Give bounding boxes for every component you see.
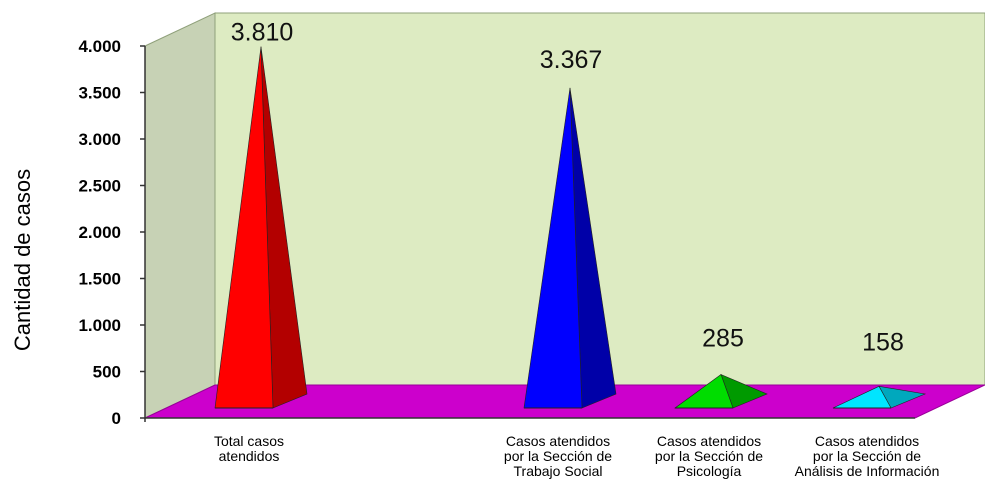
y-tick-label: 0 [112,409,121,428]
category-label: Psicología [677,463,742,479]
pyramid-bar [674,373,768,409]
data-label: 3.810 [231,19,294,47]
data-label: 3.367 [540,46,603,74]
y-tick-label: 4.000 [78,37,121,56]
side-wall [144,12,216,419]
category-label: Casos atendidos [657,433,761,449]
data-labels: 3.810 3.367 285 158 [231,19,904,357]
category-label: atendidos [219,448,280,464]
y-axis: 0 500 1.000 1.500 2.000 2.500 3.000 3.500 4.000 [78,37,915,428]
y-tick-label: 2.500 [78,177,121,196]
category-label: por la Sección de [655,448,763,464]
data-label: 158 [862,328,904,356]
y-tick-label: 1.000 [78,316,121,335]
data-label: 285 [702,324,744,352]
category-label: por la Sección de [813,448,921,464]
y-tick-label: 3.000 [78,130,121,149]
category-label: por la Sección de [504,448,612,464]
y-tick-label: 1.500 [78,270,121,289]
pyramid-bar [523,87,617,409]
y-tick-label: 2.000 [78,223,121,242]
category-label: Casos atendidos [506,433,610,449]
y-axis-label: Cantidad de casos [10,169,35,351]
category-label: Total casos [214,433,284,449]
category-label: Análisis de Información [795,463,940,479]
y-tick-label: 500 [93,363,121,382]
category-label: Casos atendidos [815,433,919,449]
pyramid-bar [214,46,308,409]
bars [214,46,927,409]
category-label: Trabajo Social [514,463,603,479]
pyramid-bar [832,385,927,409]
y-tick-label: 3.500 [78,84,121,103]
